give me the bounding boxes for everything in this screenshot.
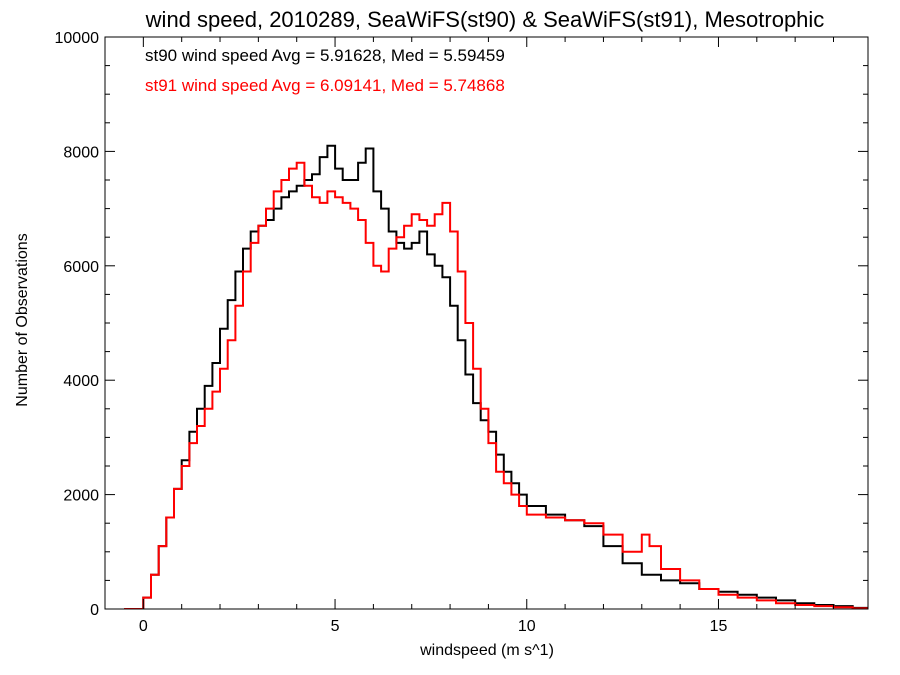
series-line-0 — [124, 144, 868, 609]
annotation-st90: st90 wind speed Avg = 5.91628, Med = 5.5… — [145, 46, 505, 65]
series-line-1 — [124, 161, 868, 609]
y-tick-label: 8000 — [63, 144, 99, 161]
y-axis-label: Number of Observations — [14, 233, 31, 406]
y-tick-label: 10000 — [55, 30, 100, 47]
x-tick-label: 5 — [331, 618, 340, 635]
y-tick-label: 2000 — [63, 488, 99, 505]
x-tick-label: 10 — [518, 618, 536, 635]
x-tick-label: 0 — [139, 618, 148, 635]
y-tick-label: 4000 — [63, 373, 99, 390]
annotation-st91: st91 wind speed Avg = 6.09141, Med = 5.7… — [145, 76, 505, 95]
y-tick-label: 0 — [90, 602, 99, 619]
y-tick-label: 6000 — [63, 259, 99, 276]
x-axis-label: windspeed (m s^1) — [419, 642, 554, 659]
x-tick-label: 15 — [710, 618, 728, 635]
chart-title: wind speed, 2010289, SeaWiFS(st90) & Sea… — [145, 7, 825, 32]
plot-frame — [104, 36, 869, 610]
